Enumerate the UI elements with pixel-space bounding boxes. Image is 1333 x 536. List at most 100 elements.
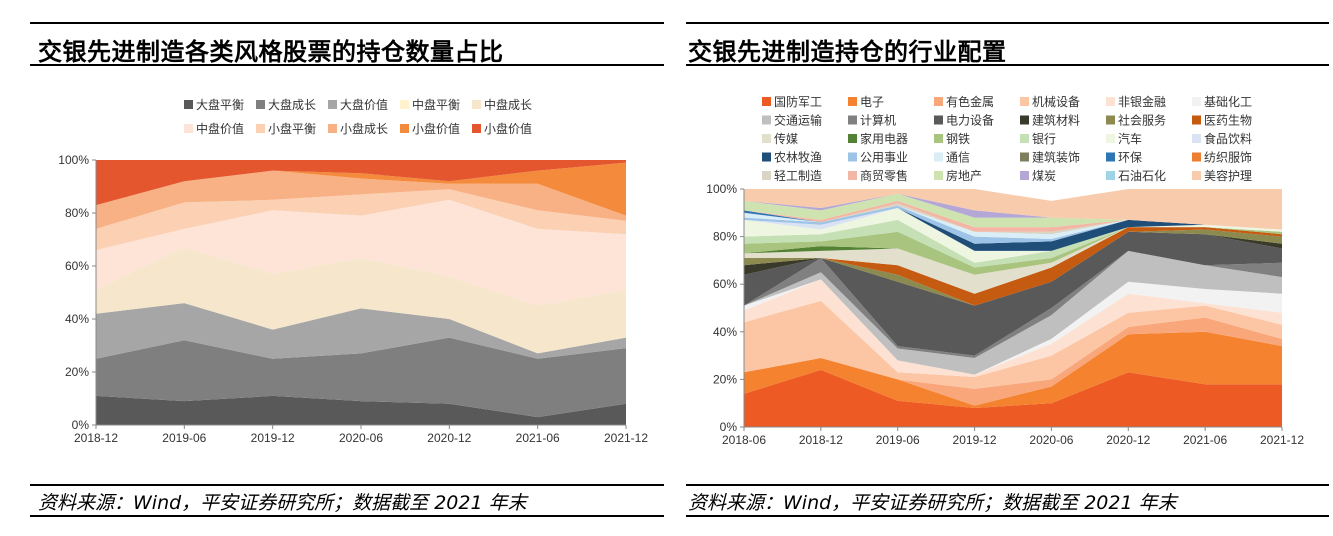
legend-swatch — [1020, 115, 1029, 125]
x-tick-label: 2020-06 — [1029, 433, 1073, 447]
y-tick-label: 0% — [720, 420, 738, 434]
y-tick-label: 0% — [72, 418, 90, 432]
legend-swatch — [934, 134, 943, 143]
legend-swatch — [256, 124, 265, 133]
title-rule — [686, 64, 1329, 66]
legend-swatch — [762, 171, 771, 180]
area-series-6 — [96, 189, 626, 251]
x-tick-label: 2021-12 — [604, 431, 648, 445]
left-panel: 交银先进制造各类风格股票的持仓数量占比 0% 20% 40% 60% 80% 100% 20… — [0, 0, 666, 536]
x-tick-label: 2020-06 — [339, 431, 383, 445]
legend-swatch — [848, 97, 857, 106]
bottom-rule — [686, 515, 1329, 517]
legend-label: 银行 — [1032, 132, 1056, 146]
area-series-6 — [744, 250, 1282, 375]
x-tick-label: 2019-06 — [876, 433, 920, 447]
x-tick-label: 2019-06 — [162, 431, 206, 445]
y-tick-label: 100% — [58, 153, 89, 167]
x-tick-label: 2018-12 — [799, 433, 843, 447]
area-series-29 — [744, 189, 1282, 230]
area-series-14 — [744, 227, 1282, 275]
legend-label: 有色金属 — [946, 94, 994, 109]
y-tick-label: 20% — [65, 365, 89, 379]
legend-label: 石油石化 — [1118, 169, 1166, 183]
legend-swatch — [1106, 97, 1115, 106]
legend-swatch — [762, 115, 771, 125]
legend-label: 中盘成长 — [484, 97, 532, 112]
legend-label: 小盘价值 — [412, 121, 460, 136]
x-tick-label: 2019-12 — [251, 431, 295, 445]
legend-swatch — [328, 100, 337, 109]
source-note: 资料来源：Wind，平安证券研究所；数据截至 2021 年末 — [688, 492, 1177, 514]
y-tick-label: 80% — [65, 206, 89, 220]
area-series-7 — [96, 170, 626, 229]
top-rule — [686, 22, 1329, 24]
legend-label: 计算机 — [860, 113, 896, 128]
source-top-rule — [30, 484, 664, 486]
y-tick-label: 40% — [713, 325, 737, 339]
legend-swatch — [1192, 134, 1201, 143]
legend-label: 机械设备 — [1032, 94, 1080, 109]
chart-title: 交银先进制造各类风格股票的持仓数量占比 — [38, 38, 504, 66]
title-rule — [30, 64, 664, 66]
y-tick-label: 20% — [713, 372, 737, 386]
legend-swatch — [762, 97, 771, 106]
area-series-2 — [96, 303, 626, 359]
legend-swatch — [1192, 171, 1201, 180]
legend-swatch — [1020, 134, 1029, 143]
y-tick-label: 40% — [65, 312, 89, 326]
area-series-11 — [744, 227, 1282, 306]
area-series-5 — [96, 199, 626, 306]
legend-swatch — [1020, 97, 1029, 106]
area-series-26 — [744, 193, 1282, 230]
legend-label: 食品饮料 — [1204, 131, 1252, 146]
legend-swatch — [1192, 115, 1201, 125]
legend-swatch — [934, 97, 943, 106]
area-series-1 — [744, 331, 1282, 408]
area-series-15 — [744, 219, 1282, 268]
legend-label: 小盘价值 — [484, 121, 532, 136]
area-series-2 — [744, 317, 1282, 406]
legend-label: 通信 — [946, 151, 970, 165]
legend-swatch — [1192, 152, 1201, 162]
legend-label: 建筑装饰 — [1032, 150, 1080, 165]
legend-swatch — [934, 115, 943, 125]
legend-label: 国防军工 — [774, 94, 822, 109]
legend-swatch — [472, 124, 481, 133]
legend-swatch — [1106, 171, 1115, 180]
legend-swatch — [1106, 152, 1115, 162]
legend-swatch — [848, 134, 857, 143]
legend-label: 汽车 — [1118, 131, 1142, 146]
legend-label: 小盘平衡 — [268, 121, 316, 136]
x-tick-label: 2018-06 — [722, 433, 766, 447]
x-tick-label: 2021-06 — [516, 431, 560, 445]
legend-label: 大盘平衡 — [196, 97, 244, 112]
legend-swatch — [1106, 115, 1115, 125]
chart-industry-allocation: 0% 20% 40% 60% 80% 100% 2018-06 2018-12 2019-06 2… — [706, 94, 1304, 447]
area-series-3 — [744, 300, 1282, 389]
legend-label: 钢铁 — [946, 132, 970, 146]
legend-label: 商贸零售 — [860, 168, 908, 183]
top-rule — [30, 22, 664, 24]
legend-label: 小盘成长 — [340, 121, 388, 136]
legend-swatch — [848, 115, 857, 125]
legend-swatch — [472, 100, 481, 109]
bottom-rule — [30, 515, 664, 517]
legend-swatch — [184, 100, 193, 109]
legend-swatch — [1192, 97, 1201, 106]
area-series-1 — [96, 337, 626, 418]
legend-label: 煤炭 — [1032, 169, 1056, 183]
legend-swatch — [934, 171, 943, 180]
legend-label: 基础化工 — [1204, 95, 1252, 109]
y-tick-label: 60% — [65, 259, 89, 273]
y-tick-label: 100% — [706, 182, 737, 196]
legend-swatch — [848, 171, 857, 180]
legend-label: 电子 — [860, 95, 884, 109]
area-series-12 — [744, 227, 1282, 294]
legend-label: 公用事业 — [860, 151, 908, 165]
legend-label: 大盘成长 — [268, 97, 316, 112]
source-note: 资料来源：Wind，平安证券研究所；数据截至 2021 年末 — [38, 492, 527, 514]
legend-swatch — [762, 152, 771, 162]
legend-label: 非银金融 — [1118, 94, 1166, 109]
legend-label: 医药生物 — [1204, 114, 1252, 128]
